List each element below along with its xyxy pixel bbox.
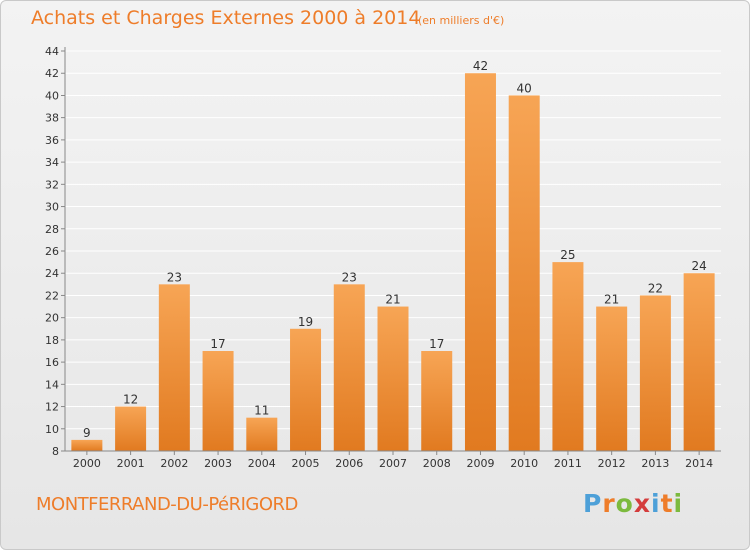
x-tick-label: 2004 [248, 457, 276, 470]
bar [683, 273, 715, 451]
y-tick-label: 36 [45, 134, 59, 147]
x-tick-label: 2003 [204, 457, 232, 470]
y-tick-label: 38 [45, 112, 59, 125]
axes: 8 10 12 14 16 18 20 22 24 26 28 30 32 34 36 38 40 42 44 200… [45, 45, 721, 470]
y-tick-label: 14 [45, 378, 59, 391]
x-tick-label: 2006 [335, 457, 363, 470]
bar-value-label: 23 [167, 270, 182, 284]
logo-letter: t [660, 489, 674, 518]
bar-value-label: 40 [517, 81, 532, 95]
y-tick-label: 40 [45, 89, 59, 102]
bar [158, 284, 190, 451]
y-tick-label: 8 [52, 445, 59, 458]
y-tick-label: 26 [45, 245, 59, 258]
y-tick-label: 16 [45, 356, 59, 369]
bar-value-label: 42 [473, 59, 488, 73]
logo-letter: o [615, 489, 634, 518]
x-tick-label: 2011 [554, 457, 582, 470]
bar [202, 351, 234, 451]
chart-title: Achats et Charges Externes 2000 à 2014 [31, 7, 421, 29]
bar [115, 406, 147, 451]
bar-value-label: 24 [691, 259, 706, 273]
bar-value-label: 25 [560, 248, 575, 262]
logo-letter: r [602, 489, 616, 518]
bar-value-label: 9 [83, 426, 91, 440]
bar [421, 351, 453, 451]
bar-value-label: 19 [298, 315, 313, 329]
logo-letter: x [633, 489, 651, 518]
chart-subtitle: (en milliers d'€) [418, 14, 505, 27]
bar-value-label: 23 [342, 270, 357, 284]
commune-name: MONTFERRAND-DU-PéRIGORD [36, 494, 298, 515]
y-tick-label: 44 [45, 45, 59, 58]
x-tick-label: 2013 [641, 457, 669, 470]
bar [246, 417, 278, 451]
bar [71, 439, 103, 451]
y-tick-label: 20 [45, 312, 59, 325]
y-tick-label: 32 [45, 178, 59, 191]
y-tick-label: 12 [45, 401, 59, 414]
bar-value-label: 12 [123, 393, 138, 407]
bar-value-label: 11 [254, 404, 269, 418]
y-tick-label: 10 [45, 423, 59, 436]
logo-letter: P [583, 489, 603, 518]
y-tick-label: 22 [45, 289, 59, 302]
y-tick-label: 34 [45, 156, 59, 169]
bar [290, 328, 322, 451]
x-tick-label: 2007 [379, 457, 407, 470]
bar [508, 95, 540, 451]
x-tick-label: 2009 [466, 457, 494, 470]
y-tick-label: 30 [45, 201, 59, 214]
proxiti-logo[interactable]: Proxiti [583, 489, 683, 518]
bar [464, 73, 496, 451]
x-tick-label: 2001 [117, 457, 145, 470]
bar-value-label: 21 [604, 293, 619, 307]
logo-letter: i [651, 489, 661, 518]
y-tick-label: 24 [45, 267, 59, 280]
bar [377, 306, 409, 451]
logo-letter: i [673, 489, 684, 518]
x-tick-label: 2002 [160, 457, 188, 470]
x-tick-label: 2000 [73, 457, 101, 470]
bars: 9 12 23 17 11 19 23 21 17 42 40 25 21 22 24 [71, 59, 715, 451]
bar-value-label: 22 [648, 281, 663, 295]
y-tick-label: 28 [45, 223, 59, 236]
bar [639, 295, 671, 451]
y-tick-label: 18 [45, 334, 59, 347]
bar [333, 284, 365, 451]
x-tick-label: 2005 [292, 457, 320, 470]
x-tick-label: 2012 [598, 457, 626, 470]
bar [596, 306, 628, 451]
y-tick-label: 42 [45, 67, 59, 80]
x-tick-label: 2014 [685, 457, 713, 470]
bar-value-label: 21 [385, 293, 400, 307]
bar [552, 262, 584, 451]
bar-value-label: 17 [210, 337, 225, 351]
bar-value-label: 17 [429, 337, 444, 351]
x-tick-label: 2008 [423, 457, 451, 470]
x-tick-label: 2010 [510, 457, 538, 470]
